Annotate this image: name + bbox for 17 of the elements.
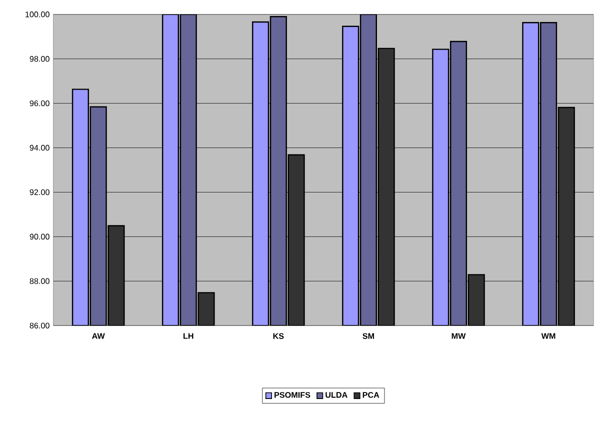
x-tick-label: SM (362, 333, 374, 340)
x-tick-label: AW (92, 333, 105, 340)
y-tick-label: 86.00 (30, 322, 50, 329)
y-tick-label: 98.00 (30, 56, 50, 62)
x-tick-label: WM (541, 333, 556, 340)
y-tick-label: 90.00 (30, 234, 50, 240)
legend-label: ULDA (326, 392, 348, 398)
y-tick-label: 88.00 (30, 278, 50, 284)
y-tick-label: 94.00 (30, 145, 50, 151)
x-tick-label: MW (452, 333, 466, 340)
y-tick-label: 100.00 (26, 12, 50, 18)
legend-label: PSOMIFS (274, 392, 310, 398)
x-tick-label: KS (273, 333, 284, 340)
x-tick-label: LH (184, 333, 194, 340)
y-tick-label: 92.00 (30, 190, 50, 196)
y-tick-label: 96.00 (30, 100, 50, 106)
legend-label: PCA (362, 392, 380, 398)
